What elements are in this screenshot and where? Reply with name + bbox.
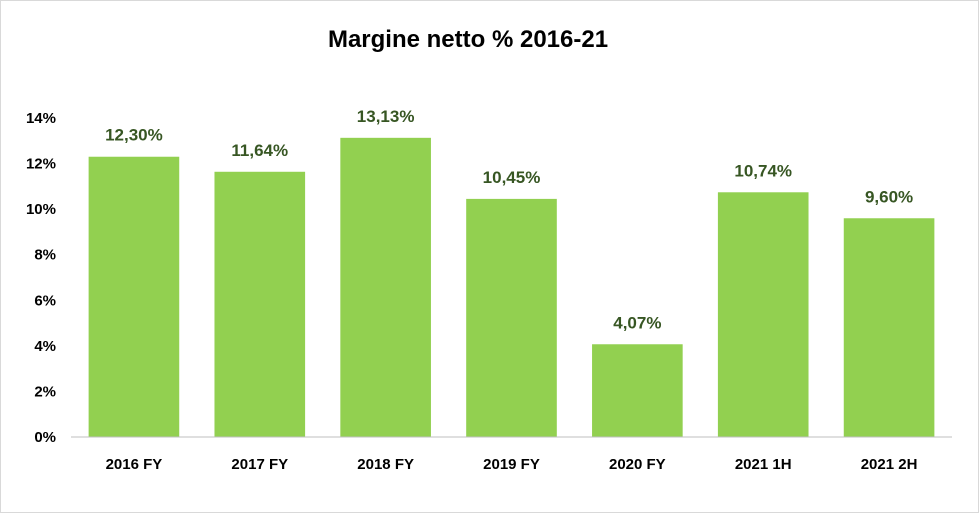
y-tick-label: 4% <box>34 338 56 355</box>
x-tick-label: 2020 FY <box>609 456 666 473</box>
x-tick-label: 2021 1H <box>735 456 792 473</box>
bar <box>340 137 431 437</box>
y-tick-label: 10% <box>26 201 56 218</box>
data-label: 12,30% <box>105 126 163 145</box>
y-tick-label: 8% <box>34 247 56 264</box>
x-tick-label: 2016 FY <box>106 456 163 473</box>
data-label: 11,64% <box>231 141 288 160</box>
x-tick-label: 2017 FY <box>231 456 288 473</box>
y-axis: 0% 2% 4% 6% 8% 10% 12% 14% <box>26 110 56 446</box>
y-tick-label: 6% <box>34 292 56 309</box>
x-tick-label: 2019 FY <box>483 456 540 473</box>
bar <box>843 218 935 437</box>
data-label: 4,07% <box>613 313 661 332</box>
y-tick-label: 12% <box>26 156 56 173</box>
x-tick-label: 2018 FY <box>357 456 414 473</box>
x-tick-label: 2021 2H <box>861 456 918 473</box>
y-tick-label: 14% <box>26 110 56 127</box>
data-label: 13,13% <box>357 107 415 126</box>
chart-title: Margine netto % 2016-21 <box>328 26 608 53</box>
data-label: 10,74% <box>734 161 792 180</box>
bar <box>466 198 557 437</box>
data-label: 9,60% <box>865 187 913 206</box>
y-tick-label: 0% <box>34 429 56 446</box>
bar <box>592 344 683 437</box>
bars-group: 12,30% 11,64% 13,13% 10,45% 4,07% 10,74% 9,60% <box>88 107 935 437</box>
bar <box>88 156 180 437</box>
data-label: 10,45% <box>483 168 541 187</box>
bar <box>717 192 809 437</box>
x-axis: 2016 FY 2017 FY 2018 FY 2019 FY 2020 FY 2021 … <box>71 436 952 473</box>
bar <box>214 171 306 437</box>
y-tick-label: 2% <box>34 383 56 400</box>
